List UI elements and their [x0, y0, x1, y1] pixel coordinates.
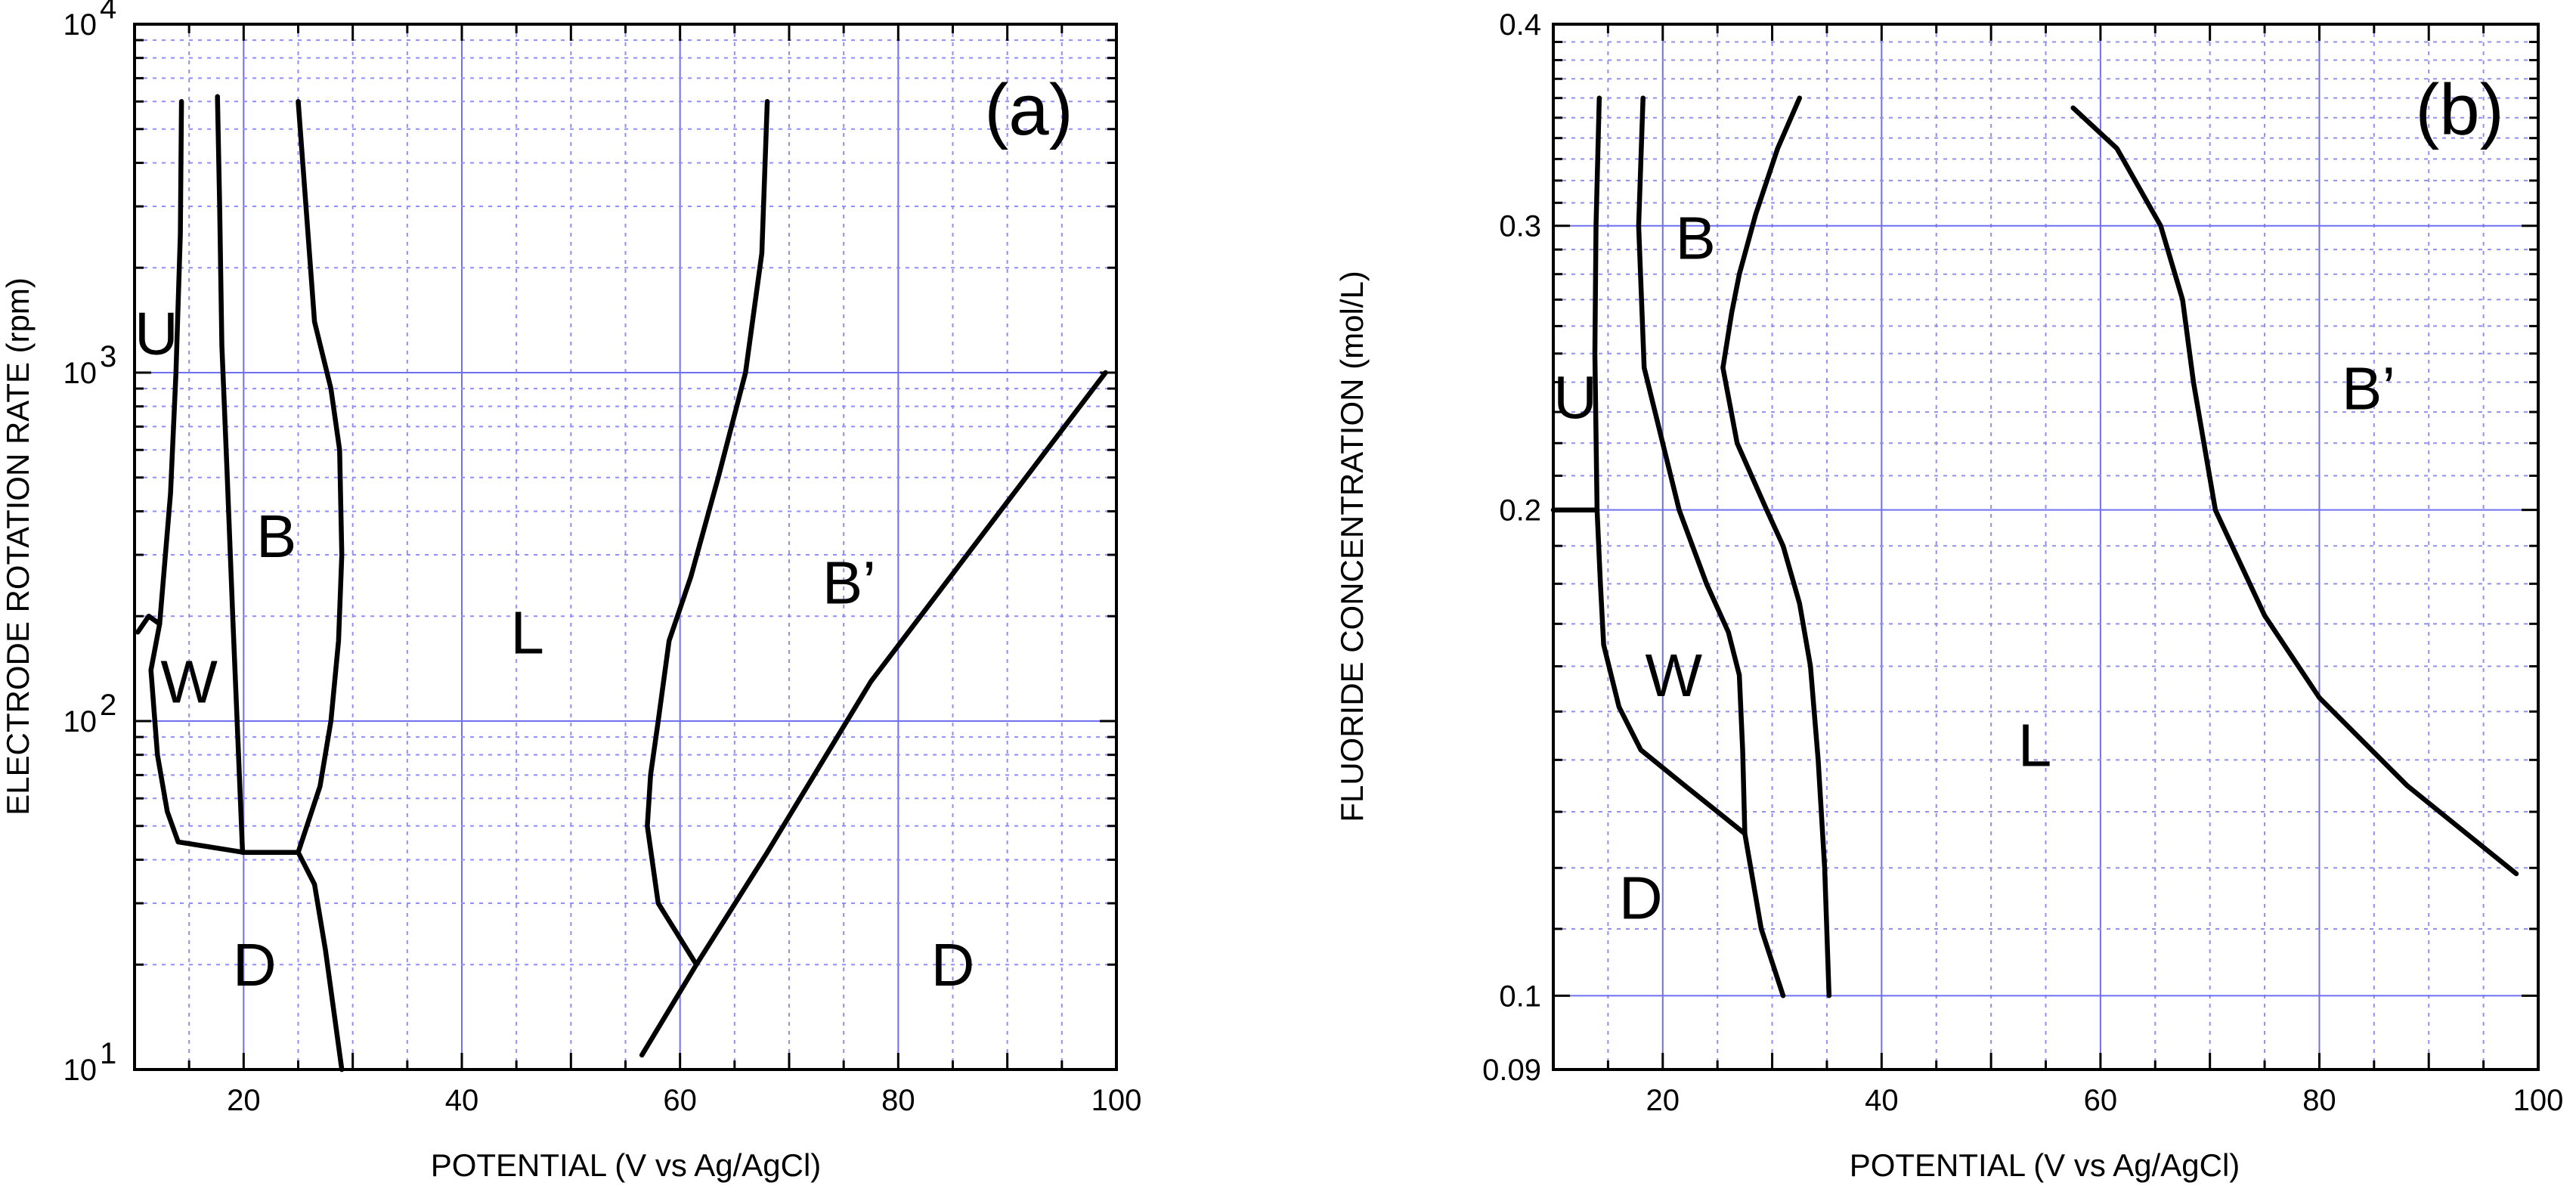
phase-boundary-line: [296, 850, 345, 1073]
region-label: U: [1553, 364, 1597, 431]
panel-b-grid: [1553, 24, 2538, 1070]
region-label: W: [160, 648, 218, 715]
x-tick-label: 60: [663, 1084, 697, 1117]
region-label: L: [2018, 712, 2052, 779]
y-tick-label: 10: [63, 8, 98, 42]
y-tick-label: 0.09: [1482, 1054, 1541, 1087]
region-label: D: [1619, 865, 1663, 932]
panel-a-y-axis-title: ELECTRODE ROTATION RATE (rpm): [0, 277, 36, 816]
region-label: B’: [822, 549, 876, 617]
region-label: B: [1676, 204, 1716, 271]
panel-b-curves: [1550, 95, 2519, 998]
region-label: B’: [2342, 354, 2395, 422]
region-label: D: [233, 931, 277, 998]
region-label: B: [256, 503, 296, 570]
y-tick-label: 0.3: [1499, 210, 1541, 243]
region-label: W: [1645, 642, 1702, 709]
phase-boundary-line: [215, 94, 246, 855]
panel-b-tag: (b): [2415, 70, 2503, 150]
panel-a-tag: (a): [984, 70, 1073, 150]
y-tick-label: 10: [63, 1054, 98, 1087]
phase-boundary-line: [645, 99, 770, 967]
x-tick-label: 80: [881, 1084, 915, 1117]
x-tick-label: 60: [2084, 1084, 2118, 1117]
panel-a-region-labels: U B W L B’ D D: [135, 299, 974, 998]
x-tick-label: 80: [2302, 1084, 2336, 1117]
y-tick-label: 0.1: [1499, 980, 1541, 1013]
x-tick-label: 20: [1646, 1084, 1680, 1117]
phase-boundary-line: [296, 99, 345, 855]
phase-boundary-line: [1720, 95, 1832, 998]
y-tick-label: 0.2: [1499, 494, 1541, 528]
x-tick-label: 20: [227, 1084, 261, 1117]
region-label: U: [135, 299, 178, 367]
panel-b-ticks: [1552, 23, 2540, 1071]
panel-b-y-axis-title: FLUORIDE CONCENTRATION (mol/L): [1334, 271, 1370, 822]
panel-b-x-axis-title: POTENTIAL (V vs Ag/AgCl): [1850, 1147, 2240, 1183]
y-tick-label: 10: [63, 357, 98, 390]
phase-boundary-line: [639, 370, 1108, 1058]
phase-boundary-line: [2070, 105, 2519, 877]
panel-b-region-labels: U B W L B’ D: [1553, 204, 2395, 931]
panel-a-curves: [135, 94, 1108, 1073]
y-tick-label: 10: [63, 705, 98, 738]
y-tick-label-exponent: 3: [100, 340, 116, 373]
y-tick-label: 0.4: [1499, 8, 1541, 42]
phase-boundary-line: [1636, 95, 1786, 998]
panel-a-x-axis-title: POTENTIAL (V vs Ag/AgCl): [431, 1147, 822, 1183]
y-tick-label-exponent: 2: [100, 689, 116, 722]
y-tick-label-exponent: 4: [100, 0, 116, 25]
region-label: L: [510, 599, 544, 666]
panel-b-tick-labels: 20 40 60 80 100 0.09 0.1 0.2 0.3 0.4: [1482, 8, 2563, 1117]
x-tick-label: 100: [2513, 1084, 2564, 1117]
region-label: D: [931, 931, 975, 998]
phase-boundary-line: [135, 99, 184, 635]
x-tick-label: 40: [445, 1084, 479, 1117]
panel-a-ticks: [133, 24, 1118, 1071]
x-tick-label: 40: [1865, 1084, 1899, 1117]
phase-boundary-line: [1592, 95, 1748, 837]
panel-a-grid: [135, 24, 1116, 1070]
y-tick-label-exponent: 1: [100, 1037, 116, 1070]
x-tick-label: 100: [1091, 1084, 1142, 1117]
